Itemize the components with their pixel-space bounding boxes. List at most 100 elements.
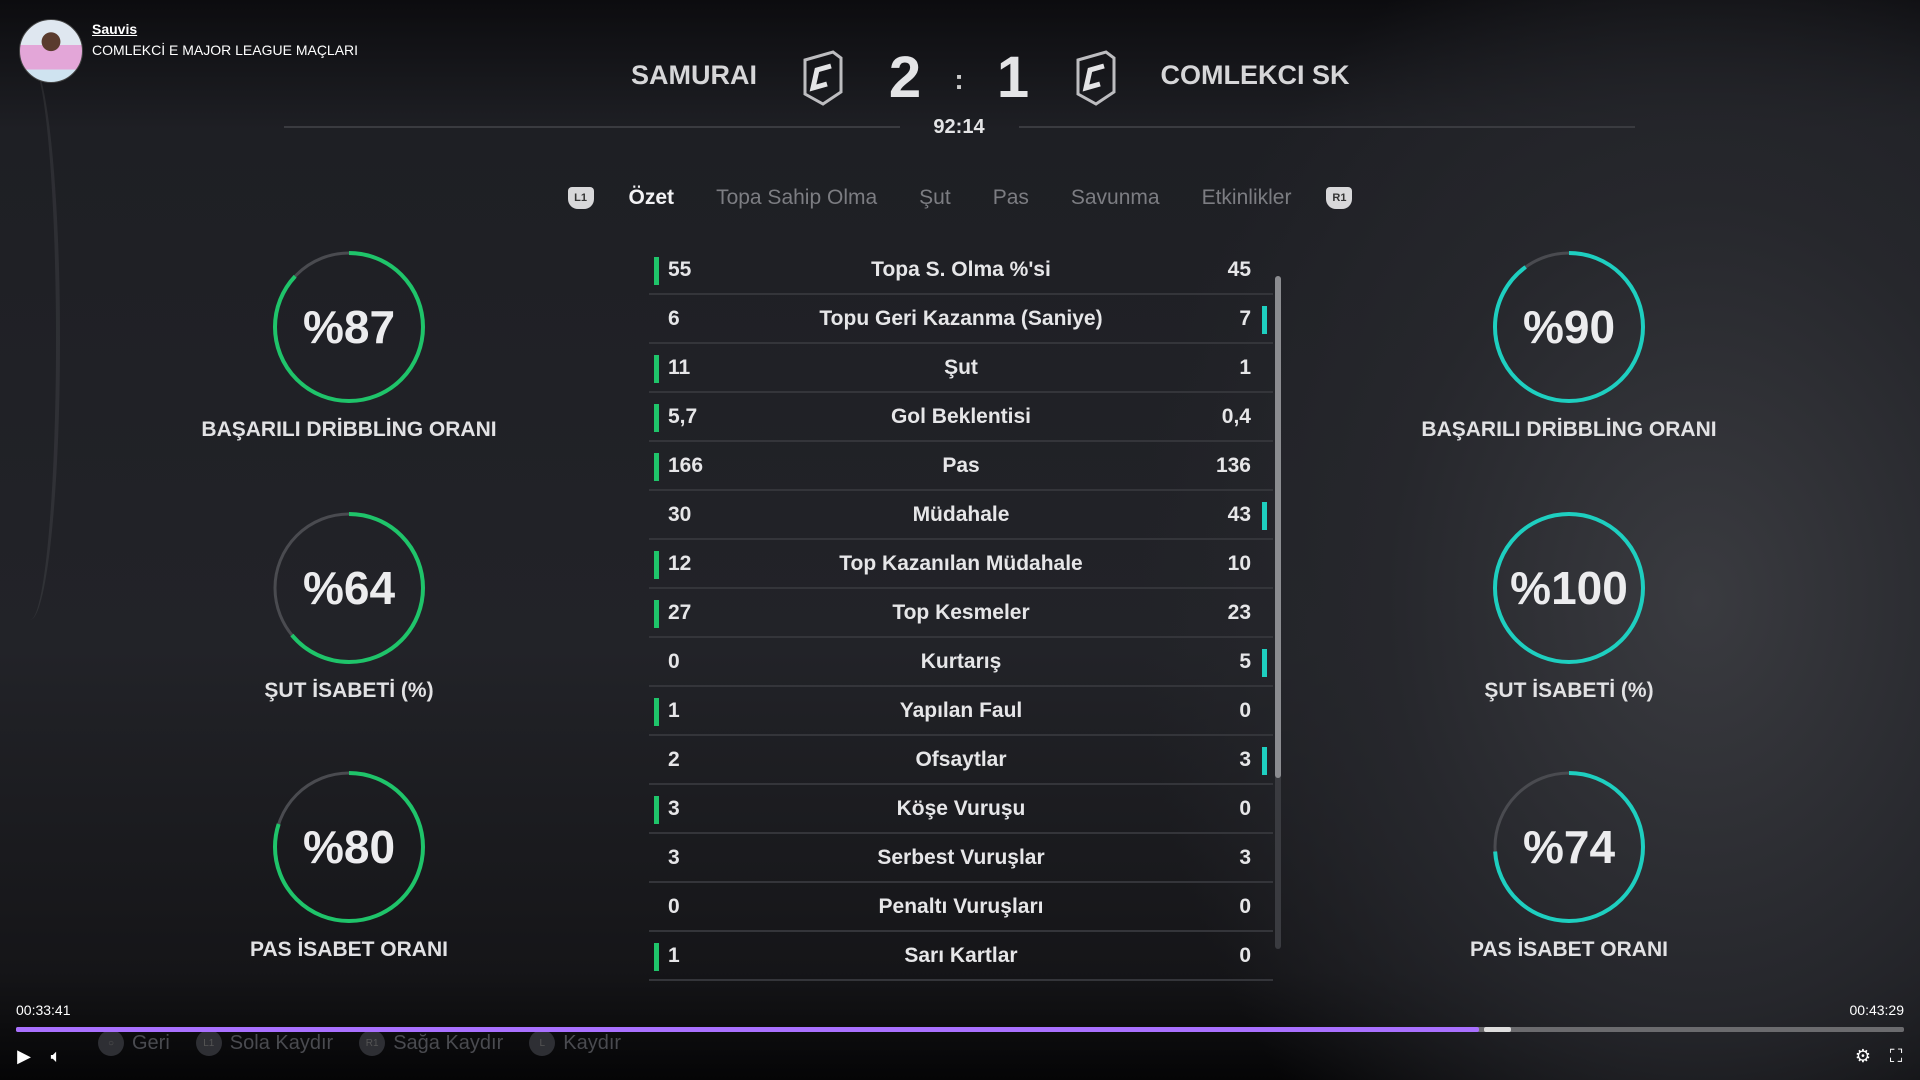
home-leader-bar <box>654 796 659 824</box>
home-stat-value: 0 <box>668 649 680 673</box>
stat-name: Topa S. Olma %'si <box>871 257 1051 281</box>
home-stat-value: 27 <box>668 600 692 624</box>
away-stat-value: 0 <box>1239 943 1251 967</box>
away-stat-value: 0 <box>1239 796 1251 820</box>
home-ring-label: ŞUT İSABETİ (%) <box>264 679 434 702</box>
stat-name: Sarı Kartlar <box>904 943 1018 967</box>
home-ring-value: %87 <box>302 301 396 353</box>
away-stat-value: 5 <box>1239 649 1251 673</box>
tab-1[interactable]: Topa Sahip Olma <box>716 186 878 209</box>
home-leader-bar <box>654 551 659 579</box>
away-stat-value: 136 <box>1215 453 1251 477</box>
away-leader-bar <box>1262 747 1267 775</box>
tab-3[interactable]: Pas <box>992 186 1029 209</box>
channel-avatar[interactable] <box>19 19 83 83</box>
away-ring-label: ŞUT İSABETİ (%) <box>1484 679 1654 702</box>
tab-0[interactable]: Özet <box>628 186 675 209</box>
stat-name: Kurtarış <box>920 649 1002 673</box>
home-stat-value: 30 <box>668 502 692 526</box>
stat-name: Köşe Vuruşu <box>896 796 1026 820</box>
away-leader-bar <box>1262 306 1267 334</box>
video-title: COMLEKCİ E MAJOR LEAGUE MAÇLARI <box>92 42 359 58</box>
home-stat-value: 5,7 <box>668 404 698 428</box>
hint-label: Sağa Kaydır <box>393 1031 504 1054</box>
stat-row: 2 Ofsaytlar 3 <box>649 736 1273 785</box>
away-stat-value: 0 <box>1239 894 1251 918</box>
home-stat-value: 2 <box>668 747 680 771</box>
seek-bar[interactable] <box>16 1027 1904 1032</box>
away-stat-value: 3 <box>1239 747 1251 771</box>
away-ring-value: %100 <box>1510 562 1628 614</box>
away-ring-gauge <box>1493 251 1645 403</box>
scrollbar-thumb[interactable] <box>1275 276 1281 778</box>
away-ring-label: PAS İSABET ORANI <box>1470 938 1668 961</box>
tab-prev-l1-button[interactable]: L1 <box>567 187 594 209</box>
home-leader-bar <box>654 698 659 726</box>
channel-name[interactable]: Sauvis <box>92 21 138 37</box>
hint-label: Kaydır <box>563 1031 622 1054</box>
controller-hints: ○ Geri L1 Sola Kaydır R1 Sağa Kaydır L Kaydır <box>98 1030 621 1056</box>
home-score: 2 <box>888 45 922 110</box>
home-leader-bar <box>654 355 659 383</box>
home-leader-bar <box>654 404 659 432</box>
stats-tabs: L1 Özet Topa Sahip Olma Şut Pas Savunma Etkinl… <box>0 186 1920 210</box>
home-stat-value: 1 <box>668 698 680 722</box>
away-score: 1 <box>996 45 1030 110</box>
home-stat-value: 0 <box>668 894 680 918</box>
home-stat-value: 11 <box>668 355 691 379</box>
home-leader-bar <box>654 257 659 285</box>
stats-scrollbar[interactable] <box>1275 276 1281 949</box>
stat-name: Serbest Vuruşlar <box>877 845 1045 869</box>
stat-row: 5,7 Gol Beklentisi 0,4 <box>649 393 1273 442</box>
hint-1: L1 Sola Kaydır <box>195 1030 333 1056</box>
stat-row: 30 Müdahale 43 <box>649 491 1273 540</box>
home-team-name: SAMURAI <box>631 60 757 90</box>
away-stat-value: 45 <box>1227 257 1251 281</box>
away-stat-value: 0,4 <box>1221 404 1251 428</box>
tab-4[interactable]: Savunma <box>1070 186 1160 209</box>
away-ring-value: %74 <box>1522 821 1616 873</box>
stat-row: 11 Şut 1 <box>649 344 1273 393</box>
stat-name: Gol Beklentisi <box>890 404 1032 428</box>
exit-fullscreen-icon[interactable]: ⛶ <box>1889 1045 1903 1066</box>
away-stat-value: 3 <box>1239 845 1251 869</box>
tab-next-r1-button[interactable]: R1 <box>1326 187 1353 209</box>
seek-bar-handle[interactable] <box>1484 1027 1512 1032</box>
hint-2: R1 Sağa Kaydır <box>359 1030 503 1056</box>
home-leader-bar <box>654 453 659 481</box>
play-icon[interactable]: ▶ <box>17 1045 31 1066</box>
stat-row: 1 Sarı Kartlar 0 <box>649 932 1273 981</box>
away-stat-value: 1 <box>1239 355 1251 379</box>
divider <box>1019 126 1635 128</box>
home-stat-value: 6 <box>668 306 680 330</box>
tab-2[interactable]: Şut <box>919 186 951 209</box>
home-ring-label: BAŞARILI DRİBBLİNG ORANI <box>201 418 497 441</box>
stat-name: Top Kesmeler <box>892 600 1030 624</box>
stat-row: 0 Kurtarış 5 <box>649 638 1273 687</box>
home-leader-bar <box>654 600 659 628</box>
away-ring-gauge <box>1493 512 1645 664</box>
volume-icon[interactable]: 🔈︎ <box>50 1045 62 1066</box>
away-stat-value: 10 <box>1227 551 1251 575</box>
settings-gear-icon[interactable]: ⚙ <box>1854 1045 1872 1066</box>
home-ring-value: %80 <box>302 821 396 873</box>
score-separator: : <box>954 64 964 95</box>
home-ring-value: %64 <box>302 562 396 614</box>
stat-name: Müdahale <box>912 502 1010 526</box>
home-stat-value: 12 <box>668 551 692 575</box>
away-ring-value: %90 <box>1522 301 1616 353</box>
stat-row: 6 Topu Geri Kazanma (Saniye) 7 <box>649 295 1273 344</box>
tab-5[interactable]: Etkinlikler <box>1201 186 1292 209</box>
home-stat-value: 55 <box>668 257 692 281</box>
away-leader-bar <box>1262 649 1267 677</box>
stat-row: 3 Serbest Vuruşlar 3 <box>649 834 1273 883</box>
controller-button-icon: ○ <box>98 1030 124 1056</box>
seek-bar-played <box>16 1027 1480 1032</box>
stat-name: Penaltı Vuruşları <box>878 894 1044 918</box>
away-stat-value: 7 <box>1239 306 1251 330</box>
background-decoration <box>0 60 60 620</box>
stat-name: Topu Geri Kazanma (Saniye) <box>819 306 1103 330</box>
stat-name: Yapılan Faul <box>899 698 1023 722</box>
stat-row: 55 Topa S. Olma %'si 45 <box>649 246 1273 295</box>
